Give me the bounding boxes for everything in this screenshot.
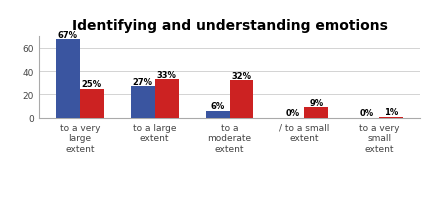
Bar [155, 80, 178, 118]
Text: 1%: 1% [384, 108, 398, 116]
Bar [379, 117, 403, 118]
Text: 32%: 32% [232, 71, 251, 80]
Text: 25%: 25% [82, 80, 102, 89]
Text: 0%: 0% [360, 109, 374, 118]
Bar [205, 111, 230, 118]
Text: 6%: 6% [210, 102, 225, 111]
Text: 33%: 33% [157, 70, 177, 79]
Bar [56, 40, 80, 118]
Text: 9%: 9% [309, 98, 323, 107]
Bar [80, 89, 104, 118]
Bar [304, 108, 328, 118]
Bar [230, 81, 254, 118]
Title: Identifying and understanding emotions: Identifying and understanding emotions [72, 19, 387, 33]
Text: 27%: 27% [133, 77, 153, 86]
Text: 0%: 0% [285, 109, 299, 118]
Text: 67%: 67% [58, 31, 78, 40]
Bar [131, 87, 155, 118]
